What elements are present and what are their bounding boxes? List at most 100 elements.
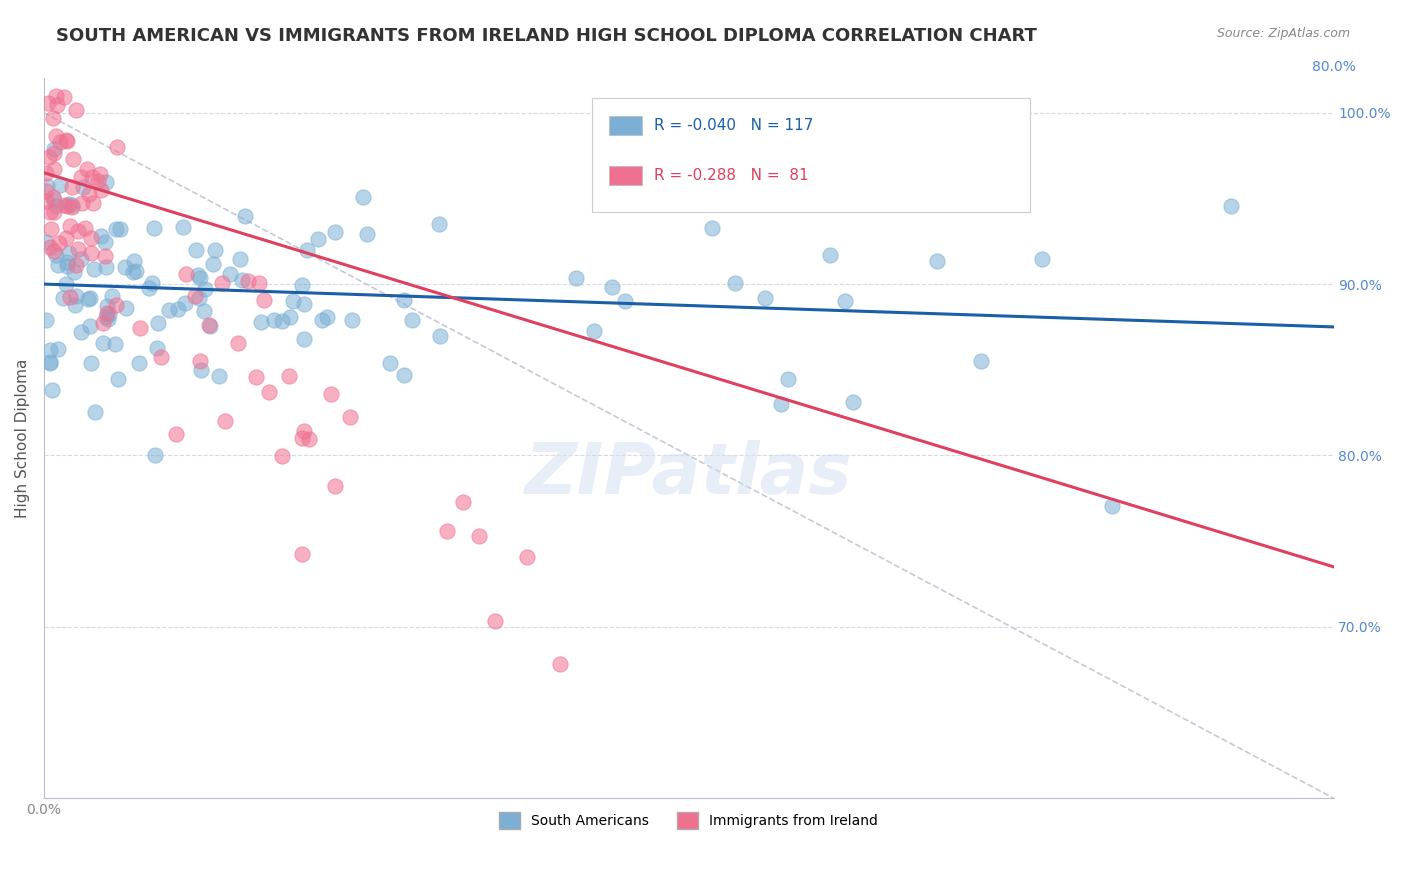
Point (107, 372, 129, 386)
Point (188, 354, 211, 368)
Point (307, 232, 329, 246)
Point (105, 140, 128, 154)
Point (176, 267, 198, 281)
Point (292, 332, 315, 346)
Point (34, 312, 56, 326)
Point (46, 343, 69, 357)
Point (270, 314, 292, 328)
Point (73, 221, 96, 235)
Point (253, 293, 276, 307)
Point (233, 209, 256, 223)
Point (80, 246, 103, 260)
Point (236, 274, 259, 288)
Point (62, 153, 84, 167)
Point (226, 335, 249, 350)
Point (484, 614, 506, 628)
Legend: South Americans, Immigrants from Ireland: South Americans, Immigrants from Ireland (494, 806, 883, 834)
Point (770, 397, 793, 411)
Point (79, 318, 101, 333)
Point (60, 200, 83, 214)
Point (281, 294, 304, 309)
Point (59, 290, 82, 304)
Point (392, 368, 415, 382)
Point (778, 371, 800, 385)
Point (70, 326, 93, 340)
Point (290, 278, 312, 293)
Text: SOUTH AMERICAN VS IMMIGRANTS FROM IRELAND HIGH SCHOOL DIPLOMA CORRELATION CHART: SOUTH AMERICAN VS IMMIGRANTS FROM IRELAN… (56, 27, 1038, 45)
Point (340, 313, 363, 327)
Point (516, 550, 538, 565)
Point (193, 304, 215, 318)
Point (63, 298, 86, 312)
Point (582, 324, 605, 338)
Point (45, 247, 67, 261)
Point (77, 186, 100, 201)
Point (59, 219, 82, 234)
Point (188, 291, 211, 305)
Point (700, 221, 723, 235)
Point (145, 341, 167, 355)
Point (94, 235, 117, 249)
Point (167, 301, 190, 316)
Point (125, 264, 148, 278)
Point (45, 129, 67, 144)
Point (468, 529, 491, 543)
Point (87, 174, 110, 188)
Point (292, 297, 315, 311)
Point (165, 426, 187, 441)
Point (41, 383, 63, 397)
Point (55, 277, 77, 291)
Point (96, 299, 118, 313)
Point (56, 199, 79, 213)
Point (104, 298, 127, 312)
Point (84, 405, 107, 419)
Point (58, 246, 80, 260)
Point (172, 219, 194, 234)
Point (311, 313, 333, 327)
Point (72, 179, 94, 194)
Point (44, 205, 66, 219)
Point (48, 236, 70, 251)
Point (38, 343, 60, 357)
Point (198, 318, 221, 333)
Point (66, 242, 89, 256)
Point (79, 291, 101, 305)
Point (45, 88, 67, 103)
Point (62, 180, 84, 194)
Point (316, 310, 339, 324)
Point (39, 240, 62, 254)
Point (55, 133, 77, 147)
Point (841, 395, 863, 409)
Point (97, 307, 120, 321)
Point (278, 368, 301, 383)
Point (94, 249, 117, 263)
Point (83, 262, 105, 277)
Point (37, 95, 59, 110)
Point (214, 414, 236, 428)
Point (49, 135, 72, 149)
Point (76, 162, 98, 177)
Point (270, 449, 292, 463)
Point (188, 270, 211, 285)
Point (834, 293, 856, 308)
Point (174, 295, 197, 310)
Point (42, 193, 65, 207)
Point (451, 494, 474, 508)
Point (96, 306, 118, 320)
Point (143, 220, 166, 235)
Point (292, 424, 315, 438)
Point (69, 252, 91, 266)
Point (35, 185, 58, 199)
Point (141, 276, 163, 290)
Point (46, 258, 69, 272)
Point (295, 243, 318, 257)
Point (247, 276, 270, 290)
Point (429, 217, 451, 231)
Point (55, 231, 77, 245)
Y-axis label: High School Diploma: High School Diploma (15, 359, 30, 518)
Point (53, 198, 76, 212)
Point (45, 97, 67, 112)
Point (263, 313, 285, 327)
Text: Source: ZipAtlas.com: Source: ZipAtlas.com (1216, 27, 1350, 40)
Point (82, 196, 104, 211)
